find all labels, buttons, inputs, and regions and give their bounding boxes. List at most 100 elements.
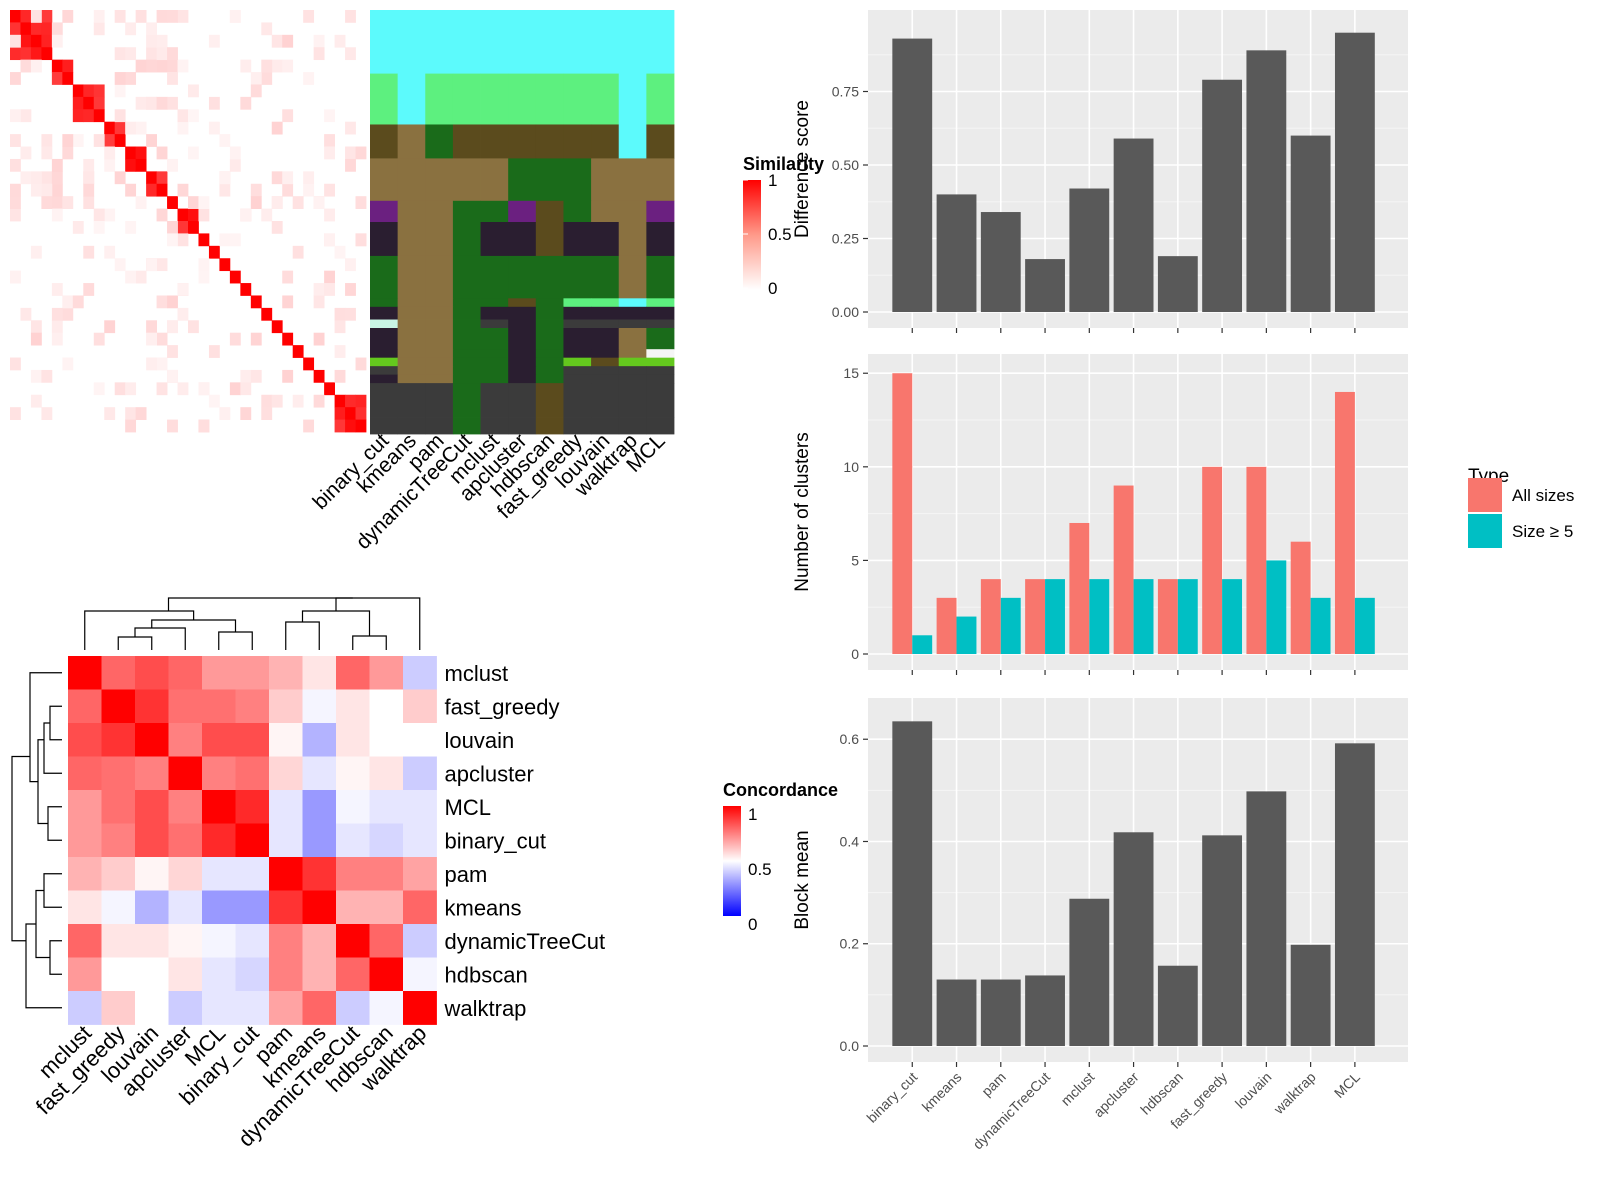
bar bbox=[892, 721, 933, 1046]
similarity-cell bbox=[334, 307, 346, 321]
cluster-cell bbox=[370, 366, 399, 376]
bar bbox=[1069, 898, 1110, 1046]
bar bbox=[1246, 50, 1287, 313]
similarity-cell bbox=[125, 121, 137, 135]
cluster-cell bbox=[425, 306, 454, 320]
cluster-cell bbox=[535, 374, 564, 384]
bar bbox=[1113, 138, 1154, 312]
concordance-cell bbox=[68, 656, 102, 690]
similarity-cell bbox=[125, 419, 137, 433]
concordance-cell bbox=[403, 857, 437, 891]
similarity-cell bbox=[146, 357, 157, 371]
cluster-cell bbox=[397, 383, 426, 418]
cluster-cell bbox=[535, 298, 564, 308]
similarity-cell bbox=[167, 295, 178, 309]
similarity-cell bbox=[114, 72, 126, 85]
similarity-heatmap bbox=[10, 10, 367, 433]
y-tick-label: 10 bbox=[843, 459, 859, 475]
cluster-cell bbox=[480, 374, 509, 384]
concordance-cell bbox=[235, 756, 270, 791]
similarity-cell bbox=[156, 47, 168, 61]
similarity-cell bbox=[229, 382, 241, 396]
similarity-cell bbox=[156, 208, 168, 222]
similarity-cell bbox=[271, 221, 283, 234]
similarity-cell bbox=[156, 295, 168, 309]
concordance-cell bbox=[202, 689, 236, 724]
concordance-cell bbox=[302, 924, 337, 958]
dendrogram-branch bbox=[134, 627, 186, 650]
cluster-cell bbox=[563, 328, 592, 350]
similarity-cell bbox=[324, 134, 335, 147]
similarity-cell bbox=[146, 320, 157, 334]
cluster-cell bbox=[508, 349, 537, 359]
cluster-cell bbox=[452, 328, 481, 350]
similarity-cell bbox=[324, 208, 335, 222]
similarity-cell bbox=[345, 394, 356, 408]
concordance-cell bbox=[336, 857, 370, 891]
concordance-cell bbox=[168, 890, 203, 925]
cluster-cell bbox=[563, 374, 592, 384]
similarity-cell bbox=[114, 258, 126, 272]
cluster-cell bbox=[508, 298, 537, 308]
cluster-cell bbox=[508, 255, 537, 299]
legend-swatch bbox=[1468, 514, 1502, 548]
concordance-cell bbox=[269, 689, 303, 724]
similarity-cell bbox=[188, 146, 199, 160]
similarity-cell bbox=[125, 72, 137, 85]
concordance-cell bbox=[235, 689, 270, 724]
similarity-cell bbox=[72, 96, 84, 110]
concordance-cell bbox=[269, 890, 303, 925]
cluster-cell bbox=[508, 417, 537, 435]
similarity-cell bbox=[146, 47, 157, 61]
cluster-cell bbox=[397, 417, 426, 435]
concordance-cell bbox=[202, 957, 236, 992]
concordance-cell bbox=[101, 924, 136, 958]
similarity-tick-label: 0 bbox=[768, 279, 777, 298]
similarity-cell bbox=[177, 283, 189, 296]
cluster-cell bbox=[646, 319, 675, 329]
cluster-cell bbox=[370, 298, 399, 308]
cluster-cell bbox=[618, 124, 647, 159]
similarity-cell bbox=[51, 22, 63, 36]
similarity-cell bbox=[10, 34, 21, 48]
similarity-cell bbox=[240, 59, 252, 73]
similarity-cell bbox=[229, 332, 241, 346]
similarity-cell bbox=[313, 295, 325, 309]
similarity-cell bbox=[282, 183, 294, 197]
concordance-cell bbox=[168, 656, 203, 690]
concordance-cell bbox=[235, 957, 270, 992]
similarity-cell bbox=[188, 109, 199, 123]
cluster-cell bbox=[480, 357, 509, 367]
cluster-cell bbox=[452, 200, 481, 223]
cluster-cell bbox=[535, 255, 564, 299]
similarity-cell bbox=[313, 394, 325, 408]
concordance-cell bbox=[101, 991, 136, 1025]
cluster-cell bbox=[563, 10, 592, 74]
cluster-cell bbox=[370, 306, 399, 320]
similarity-cell bbox=[167, 221, 178, 234]
dendrogram-branch bbox=[49, 705, 62, 741]
similarity-cell bbox=[208, 34, 220, 48]
bar bbox=[1202, 835, 1243, 1046]
similarity-cell bbox=[345, 283, 356, 296]
cluster-cell bbox=[370, 158, 399, 202]
concordance-cell bbox=[135, 689, 169, 724]
similarity-cell bbox=[334, 419, 346, 433]
similarity-cell bbox=[135, 10, 147, 23]
concordance-cell bbox=[369, 957, 404, 992]
similarity-cell bbox=[282, 109, 294, 123]
cluster-cell bbox=[480, 319, 509, 329]
similarity-legend-title: Similarity bbox=[743, 154, 824, 174]
similarity-cell bbox=[41, 196, 53, 209]
cluster-cell bbox=[480, 200, 509, 223]
similarity-cell bbox=[229, 270, 241, 284]
similarity-cell bbox=[104, 158, 116, 172]
cluster-cell bbox=[452, 417, 481, 435]
y-tick-label: 0.0 bbox=[840, 1038, 860, 1054]
concordance-dendrograms bbox=[11, 597, 421, 1009]
similarity-cell bbox=[167, 345, 178, 358]
concordance-cell bbox=[68, 890, 102, 925]
similarity-cell bbox=[303, 419, 315, 433]
bar bbox=[1290, 135, 1331, 312]
cluster-cell bbox=[535, 417, 564, 435]
